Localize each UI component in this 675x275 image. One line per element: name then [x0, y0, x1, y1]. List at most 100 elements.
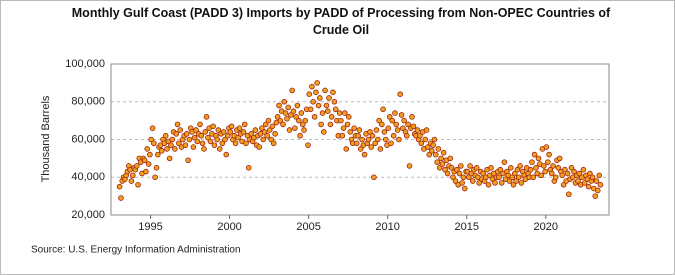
point [265, 117, 272, 124]
point [261, 129, 268, 135]
point [203, 114, 210, 120]
point [331, 98, 338, 105]
point [299, 121, 306, 128]
point [508, 165, 514, 171]
point [555, 165, 562, 171]
point [447, 155, 454, 162]
point [380, 106, 386, 113]
point [298, 110, 305, 116]
point [191, 134, 198, 141]
point [389, 117, 396, 124]
point [597, 182, 604, 188]
point [292, 125, 298, 131]
point [440, 149, 447, 156]
point [151, 140, 157, 147]
point [128, 178, 135, 184]
point [556, 155, 563, 162]
point [280, 121, 286, 128]
point [550, 163, 556, 169]
point [559, 172, 566, 179]
point [594, 187, 601, 194]
point [133, 163, 140, 169]
point [382, 136, 389, 143]
point [460, 174, 467, 181]
point [401, 117, 407, 124]
point [347, 129, 353, 135]
point [306, 91, 313, 97]
point [510, 182, 517, 188]
chart-title: Monthly Gulf Coast (PADD 3) Imports by P… [71, 6, 611, 37]
point [305, 142, 311, 148]
point [236, 125, 243, 131]
x-tick-label: 2015 [454, 221, 478, 233]
point [228, 123, 235, 130]
point [450, 174, 456, 181]
x-tick-label: 2000 [217, 221, 241, 233]
point [266, 127, 273, 133]
point [462, 185, 468, 192]
point [564, 170, 571, 177]
point [434, 159, 440, 165]
point [403, 132, 410, 139]
point [596, 172, 602, 179]
point [169, 136, 176, 143]
point [141, 157, 148, 164]
point [422, 136, 429, 143]
point [314, 80, 320, 86]
point [248, 131, 255, 137]
point [315, 102, 322, 109]
point [562, 166, 568, 173]
point [514, 166, 521, 173]
point [580, 166, 587, 173]
point [418, 140, 425, 147]
point [585, 183, 592, 190]
point [480, 170, 486, 177]
point [535, 155, 542, 162]
point [517, 163, 523, 169]
point [435, 146, 442, 152]
point [430, 142, 436, 148]
point [339, 132, 346, 139]
point [414, 127, 421, 133]
point [177, 127, 184, 133]
point [592, 193, 599, 199]
point [326, 95, 332, 101]
point [197, 121, 203, 128]
point [183, 131, 190, 137]
x-tick-label: 1995 [138, 221, 162, 233]
point [385, 125, 392, 131]
point [164, 146, 170, 152]
point [205, 134, 211, 141]
point [148, 136, 154, 143]
point [256, 144, 263, 150]
x-tick-label: 2010 [375, 221, 399, 233]
point [317, 95, 323, 101]
point [118, 195, 124, 201]
point [210, 123, 216, 130]
point [185, 157, 191, 164]
point [566, 191, 572, 198]
point [301, 127, 307, 133]
point [473, 165, 480, 171]
point [369, 132, 376, 139]
point [313, 89, 319, 96]
point [509, 174, 516, 181]
point [285, 104, 292, 111]
point [353, 140, 360, 147]
point [386, 114, 393, 120]
point [456, 170, 463, 177]
source: Source: U.S. Energy Information Administ… [31, 245, 241, 256]
point [442, 166, 448, 173]
point [268, 136, 274, 143]
point [527, 166, 534, 173]
point [438, 155, 444, 162]
point [152, 174, 158, 181]
point [319, 110, 326, 116]
point [488, 165, 494, 171]
point [277, 117, 284, 124]
point [576, 170, 583, 177]
point [571, 168, 577, 175]
point [417, 132, 423, 139]
point [276, 102, 282, 109]
